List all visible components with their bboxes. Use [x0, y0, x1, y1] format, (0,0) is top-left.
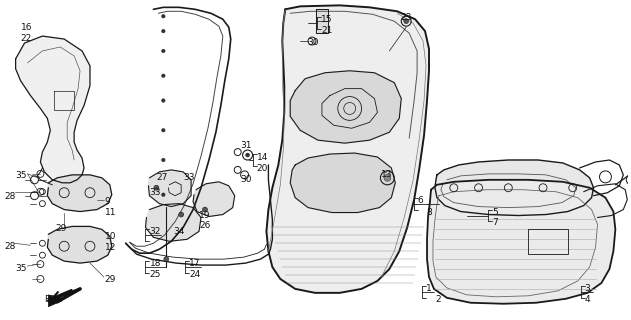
Text: FR.: FR. [44, 295, 58, 304]
Text: 25: 25 [150, 270, 161, 279]
Text: 8: 8 [426, 208, 432, 217]
Circle shape [154, 185, 159, 190]
Text: 1: 1 [426, 284, 432, 293]
Polygon shape [427, 180, 615, 304]
Text: 29: 29 [56, 224, 67, 233]
Polygon shape [266, 5, 429, 293]
Text: 12: 12 [105, 243, 116, 252]
Circle shape [245, 153, 250, 157]
Text: 4: 4 [585, 295, 590, 304]
Text: 30: 30 [307, 38, 319, 47]
Text: 5: 5 [492, 208, 498, 217]
Polygon shape [47, 175, 112, 212]
Text: 19: 19 [199, 211, 211, 220]
Polygon shape [47, 227, 112, 263]
Circle shape [384, 174, 391, 181]
Text: 15: 15 [321, 15, 333, 24]
Text: 33: 33 [150, 188, 161, 197]
Circle shape [162, 193, 165, 196]
Circle shape [162, 49, 165, 53]
Text: 11: 11 [105, 208, 116, 217]
Polygon shape [148, 170, 191, 207]
Circle shape [162, 158, 165, 162]
Circle shape [164, 257, 168, 262]
Polygon shape [316, 9, 328, 33]
Text: 14: 14 [257, 153, 268, 162]
Text: 17: 17 [189, 259, 201, 268]
Text: 28: 28 [4, 242, 16, 251]
Text: 10: 10 [105, 232, 116, 241]
Circle shape [162, 29, 165, 33]
Polygon shape [49, 295, 62, 307]
Text: 23: 23 [400, 13, 411, 22]
Text: 34: 34 [174, 228, 185, 236]
Polygon shape [146, 204, 201, 241]
Circle shape [404, 19, 409, 24]
Text: 26: 26 [199, 221, 210, 230]
Circle shape [162, 14, 165, 18]
Circle shape [162, 74, 165, 77]
Text: 29: 29 [105, 275, 116, 284]
Text: 35: 35 [16, 171, 27, 180]
Text: 28: 28 [4, 192, 16, 201]
Text: 24: 24 [189, 270, 201, 279]
Polygon shape [290, 71, 401, 143]
Circle shape [179, 212, 184, 217]
Text: 27: 27 [156, 173, 168, 182]
Text: 35: 35 [16, 264, 27, 273]
Text: 3: 3 [585, 284, 591, 293]
Circle shape [162, 99, 165, 102]
Circle shape [203, 207, 208, 212]
Text: 21: 21 [321, 26, 333, 35]
Text: 30: 30 [240, 175, 252, 184]
Text: 18: 18 [150, 259, 161, 268]
Text: 13: 13 [381, 170, 393, 179]
Text: 9: 9 [105, 197, 110, 206]
Circle shape [162, 128, 165, 132]
Polygon shape [16, 36, 90, 183]
Text: 20: 20 [257, 164, 268, 173]
Text: 31: 31 [240, 141, 252, 150]
Polygon shape [435, 160, 594, 215]
Polygon shape [290, 153, 395, 212]
Text: 22: 22 [21, 34, 32, 43]
Text: 32: 32 [150, 228, 161, 236]
Text: 6: 6 [417, 196, 423, 205]
Text: 33: 33 [183, 173, 194, 182]
Text: 16: 16 [21, 23, 32, 32]
Text: 7: 7 [492, 219, 498, 228]
Polygon shape [193, 182, 235, 217]
Text: 2: 2 [435, 295, 440, 304]
